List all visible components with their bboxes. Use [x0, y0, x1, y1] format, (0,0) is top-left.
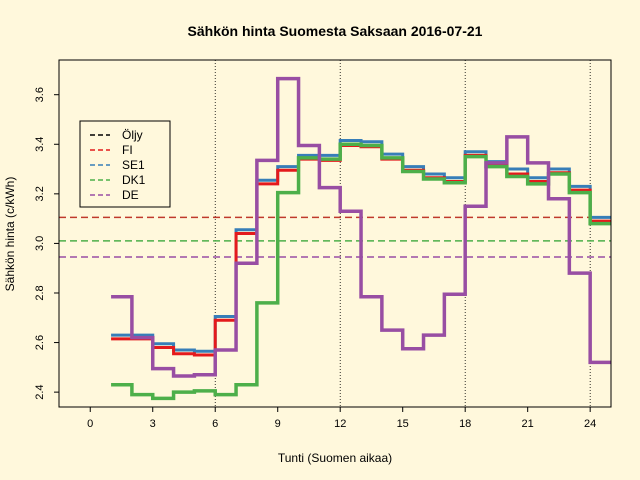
x-tick-label-12: 12: [334, 418, 346, 430]
legend-label-Öljy: Öljy: [122, 128, 143, 142]
plot-area: 0 3 6 9 12 15 18 21 24 2.4 2.6 2.8 3.0 3.2 3.4 3.6: [34, 60, 611, 430]
series-line-DK1: [111, 142, 611, 401]
x-tick-label-9: 9: [275, 418, 281, 430]
y-tick-label-2.4: 2.4: [34, 384, 46, 399]
y-tick-label-3.2: 3.2: [34, 186, 46, 201]
y-tick-label-3: 3.0: [34, 236, 46, 251]
legend-label-SE1: SE1: [122, 158, 145, 172]
x-tick-label-24: 24: [584, 418, 596, 430]
y-axis-label: Sähkön hinta (c/kWh): [3, 177, 17, 292]
plot-frame: [58, 59, 612, 408]
x-axis-label: Tunti (Suomen aikaa): [278, 451, 392, 465]
series-line-DE: [111, 76, 611, 378]
y-tick-label-2.6: 2.6: [34, 335, 46, 350]
x-tick-label-21: 21: [522, 418, 534, 430]
legend-label-FI: FI: [122, 143, 133, 157]
y-tick-label-3.4: 3.4: [34, 137, 46, 152]
x-tick-label-0: 0: [87, 418, 93, 430]
chart-title: Sähkön hinta Suomesta Saksaan 2016-07-21: [188, 23, 483, 39]
legend-label-DK1: DK1: [122, 173, 146, 187]
y-tick-label-3.6: 3.6: [34, 87, 46, 102]
y-tick-label-2.8: 2.8: [34, 285, 46, 300]
x-tick-label-3: 3: [150, 418, 156, 430]
x-tick-label-18: 18: [459, 418, 471, 430]
x-tick-label-6: 6: [212, 418, 218, 430]
x-tick-label-15: 15: [397, 418, 409, 430]
legend-box: [79, 120, 171, 208]
legend-label-DE: DE: [122, 188, 139, 202]
